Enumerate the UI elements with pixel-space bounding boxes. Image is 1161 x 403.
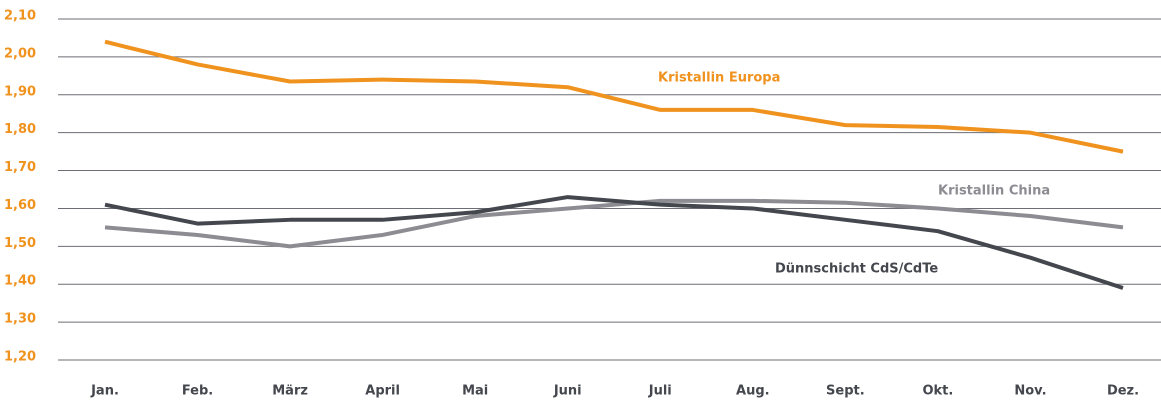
y-tick-label: 1,70: [4, 160, 36, 175]
y-tick-label: 1,50: [4, 236, 36, 251]
x-tick-label: März: [272, 384, 308, 399]
series-label: Kristallin China: [938, 184, 1050, 199]
x-tick-label: Sept.: [826, 384, 865, 399]
series-line: [104, 195, 1124, 290]
x-tick-label: Juli: [648, 384, 672, 399]
y-tick-label: 1,30: [4, 312, 36, 327]
series-line: [104, 39, 1124, 154]
series-label: Dünnschicht CdS/CdTe: [775, 262, 938, 277]
x-tick-label: Nov.: [1014, 384, 1046, 399]
series-line: [104, 198, 1124, 249]
y-tick-label: 2,10: [4, 9, 36, 24]
x-tick-label: Feb.: [182, 384, 213, 399]
x-tick-label: Mai: [462, 384, 488, 399]
x-tick-label: Jan.: [90, 384, 119, 399]
y-tick-label: 1,60: [4, 198, 36, 213]
y-tick-label: 1,40: [4, 274, 36, 289]
y-tick-label: 2,00: [4, 46, 36, 61]
x-tick-label: Okt.: [922, 384, 953, 399]
x-tick-label: Aug.: [736, 384, 770, 399]
y-tick-label: 1,20: [4, 350, 36, 365]
series-label: Kristallin Europa: [658, 71, 780, 86]
y-tick-label: 1,80: [4, 122, 36, 137]
x-tick-label: Juni: [553, 384, 582, 399]
y-tick-label: 1,90: [4, 84, 36, 99]
x-tick-label: April: [365, 384, 400, 399]
x-tick-label: Dez.: [1107, 384, 1139, 399]
